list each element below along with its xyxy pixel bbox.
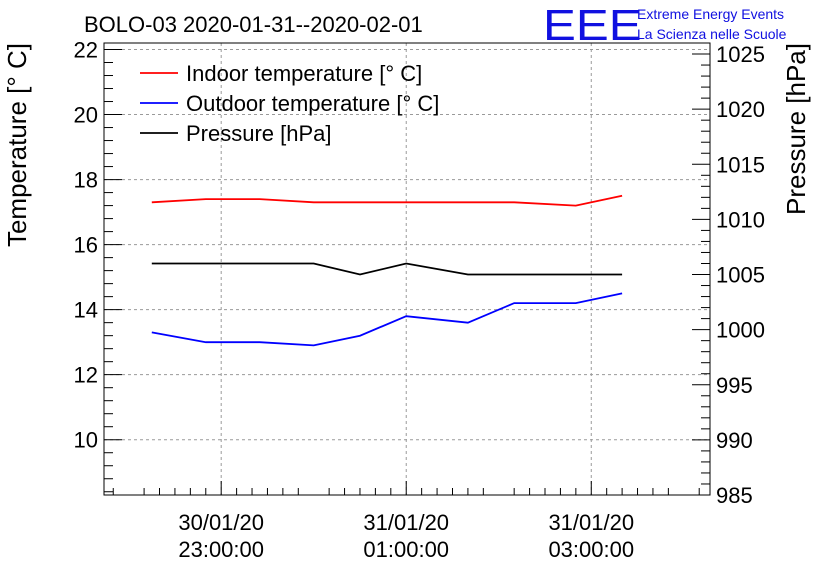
y-tick-label-right: 1005: [716, 263, 765, 288]
y-tick-label-right: 1015: [716, 152, 765, 177]
y-tick-label-left: 18: [74, 168, 98, 193]
y-tick-label-left: 16: [74, 233, 98, 258]
logo-line1: Extreme Energy Events: [637, 6, 784, 22]
series-line-2: [151, 262, 623, 276]
eee-logo: EEE Extreme Energy Events La Scienza nel…: [543, 0, 787, 49]
series-line-1: [151, 292, 623, 347]
y-tick-label-right: 995: [716, 373, 753, 398]
legend: Indoor temperature [° C] Outdoor temperat…: [140, 61, 439, 146]
chart-title: BOLO-03 2020-01-31--2020-02-01: [84, 12, 423, 37]
y-tick-label-left: 20: [74, 103, 98, 128]
y-axis-label-right: Pressure [hPa]: [781, 43, 811, 215]
plot-frame: [103, 42, 711, 496]
x-axis: 30/01/2023:00:0031/01/2001:00:0031/01/20…: [112, 481, 700, 562]
y-tick-label-right: 985: [716, 483, 753, 508]
x-tick-label-time: 01:00:00: [363, 537, 449, 562]
y-tick-label-right: 1010: [716, 207, 765, 232]
y-tick-label-left: 12: [74, 363, 98, 388]
series-line-0: [151, 194, 623, 207]
x-tick-label-date: 30/01/20: [178, 510, 264, 535]
y-axis-right: 985 990 995 1000 1005 1010 1015 1020 1025: [692, 42, 765, 508]
grid-lines: [104, 43, 710, 495]
y-tick-label-right: 1025: [716, 42, 765, 67]
legend-label-0: Indoor temperature [° C]: [186, 61, 422, 86]
y-tick-label-left: 10: [74, 428, 98, 453]
y-axis-label-left: Temperature [° C]: [2, 43, 32, 247]
y-tick-label-left: 22: [74, 38, 98, 63]
y-tick-label-right: 1000: [716, 318, 765, 343]
y-tick-label-left: 14: [74, 298, 98, 323]
logo-letters: EEE: [543, 0, 642, 49]
x-tick-label-time: 23:00:00: [178, 537, 264, 562]
legend-label-1: Outdoor temperature [° C]: [186, 91, 439, 116]
legend-label-2: Pressure [hPa]: [186, 121, 332, 146]
logo-line2: La Scienza nelle Scuole: [637, 26, 787, 42]
x-tick-label-date: 31/01/20: [363, 510, 449, 535]
y-tick-label-right: 990: [716, 428, 753, 453]
y-axis-left: 10 12 14 16 18 20 22: [74, 38, 122, 493]
x-tick-label-date: 31/01/20: [548, 510, 634, 535]
series-layer: [151, 194, 623, 347]
y-tick-label-right: 1020: [716, 97, 765, 122]
x-tick-label-time: 03:00:00: [548, 537, 634, 562]
